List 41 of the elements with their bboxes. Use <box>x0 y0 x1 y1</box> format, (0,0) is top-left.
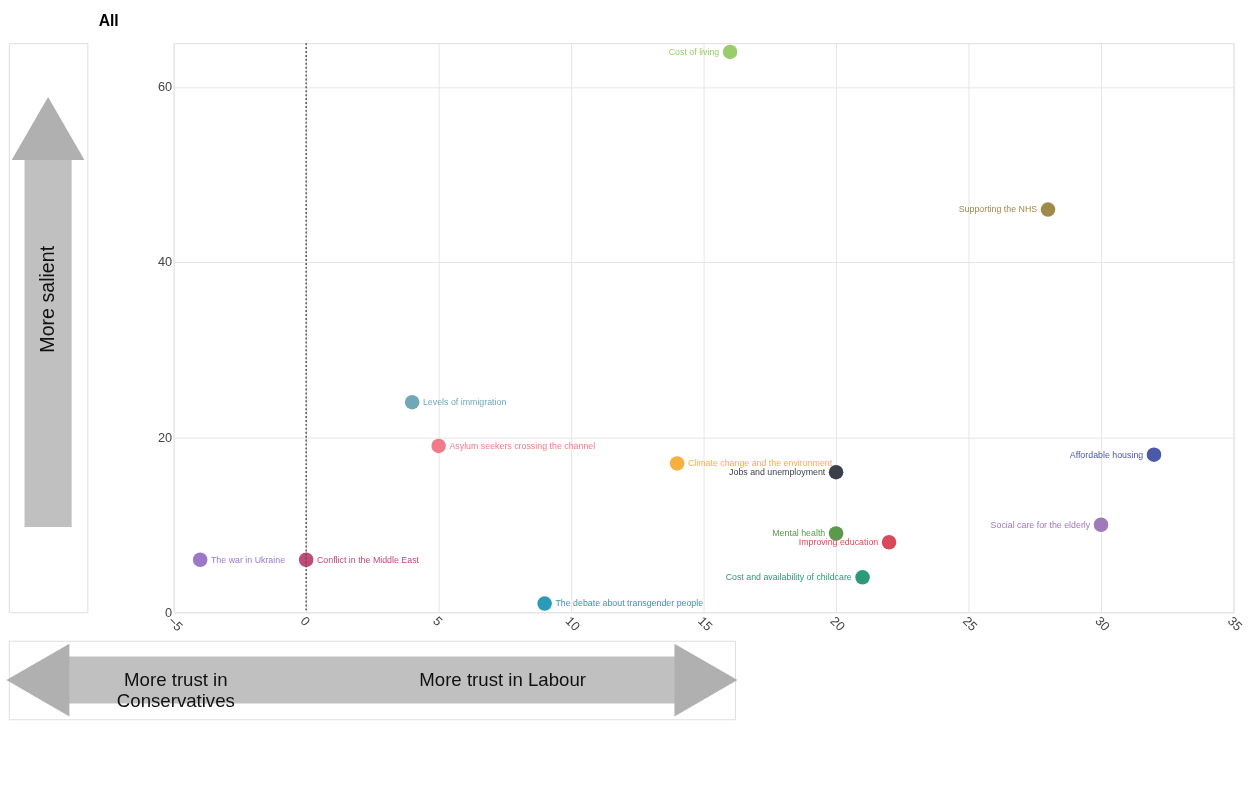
y-tick-label: 40 <box>158 254 173 270</box>
series-label: Asylum seekers crossing the channel <box>449 440 596 451</box>
point <box>855 570 870 585</box>
x-tick-label: 30 <box>1092 613 1114 634</box>
text: More trust in Labour <box>419 668 586 690</box>
x-tick-label: 5 <box>430 613 446 629</box>
text: More trust in Conservatives <box>116 668 235 712</box>
series-label: Cost of living <box>668 46 720 57</box>
x-tick-label: 25 <box>959 613 981 634</box>
series-label: Supporting the NHS <box>958 204 1038 215</box>
point <box>828 464 844 480</box>
point <box>1040 202 1056 217</box>
x-tick-label: 35 <box>1224 613 1246 634</box>
point <box>722 44 738 60</box>
point <box>431 438 446 454</box>
point <box>537 596 552 611</box>
series-label: Social care for the elderly <box>990 519 1091 530</box>
point <box>881 534 897 550</box>
y-tick-label: 60 <box>158 79 173 95</box>
point <box>1146 447 1162 462</box>
series-label: Affordable housing <box>1069 449 1144 460</box>
x-tick-label: 10 <box>562 613 584 634</box>
y-tick-label: 20 <box>158 429 173 445</box>
series-label: Levels of immigration <box>422 397 507 408</box>
point <box>192 552 208 568</box>
series-label: Cost and availability of childcare <box>725 572 852 583</box>
chart-title: All <box>98 11 119 29</box>
series-label: Improving education <box>798 537 879 548</box>
text: More salient <box>35 245 58 353</box>
series-label: The war in Ukraine <box>210 554 286 565</box>
point <box>404 394 420 410</box>
x-tick-label: 0 <box>297 613 314 629</box>
x-tick-label: 15 <box>695 613 716 634</box>
series-label: Climate change and the environment <box>687 458 833 469</box>
series-label: Mental health <box>772 528 826 539</box>
series-label: The debate about transgender people <box>555 598 704 609</box>
x-tick-label: 20 <box>827 613 849 634</box>
point <box>1093 517 1109 533</box>
series-label: Conflict in the Middle East <box>316 554 420 565</box>
series-label: Jobs and unemployment <box>729 467 826 478</box>
point <box>669 456 685 471</box>
